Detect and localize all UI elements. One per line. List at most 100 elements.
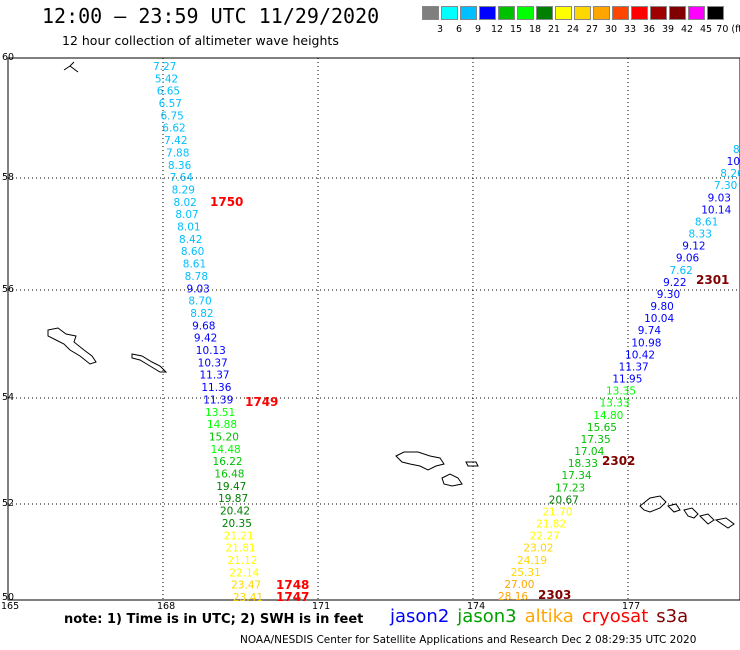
colorbar-swatch — [441, 6, 458, 20]
colorbar-tick-label: 12 — [490, 24, 504, 35]
wave-height-label: 10.0 — [727, 156, 740, 168]
colorbar-tick-label: 30 — [604, 24, 618, 35]
wave-height-label: 22.27 — [530, 531, 560, 543]
time-tag: 1748 — [276, 578, 309, 592]
island-central-1 — [395, 451, 445, 471]
island-east-4 — [699, 513, 715, 525]
wave-height-label: 5.42 — [155, 73, 178, 85]
wave-height-label: 6.62 — [162, 123, 185, 135]
wave-height-label: 17.34 — [562, 470, 592, 482]
wave-height-label: 8.60 — [181, 246, 204, 258]
island-east-1 — [639, 495, 667, 513]
wave-height-label: 8.61 — [183, 259, 206, 271]
wave-height-label: 11.39 — [203, 394, 233, 406]
wave-height-label: 24.19 — [517, 555, 547, 567]
map-frame — [7, 57, 740, 601]
mission-legend: jason2 jason3 altika cryosat s3a — [390, 606, 696, 627]
wave-height-label: 7.42 — [164, 135, 187, 147]
time-tag: 1747 — [276, 590, 309, 604]
colorbar-swatch — [574, 6, 591, 20]
lat-label-56: 56 — [2, 284, 15, 295]
wave-height-label: 11.36 — [201, 382, 231, 394]
wave-height-label: 23.41 — [233, 592, 263, 604]
wave-height-label: 10.98 — [631, 337, 661, 349]
wave-height-label: 21.82 — [536, 519, 566, 531]
wave-height-label: 13.33 — [600, 398, 630, 410]
island-small-west — [131, 353, 168, 373]
wave-height-label: 6.65 — [157, 86, 180, 98]
time-tag: 1750 — [210, 195, 243, 209]
colorbar-swatch — [688, 6, 705, 20]
wave-height-label: 17.23 — [555, 482, 585, 494]
wave-height-label: 11.37 — [200, 370, 230, 382]
wave-height-label: 19.87 — [218, 493, 248, 505]
colorbar-tick-label: 39 — [661, 24, 675, 35]
colorbar-tick-label: 36 — [642, 24, 656, 35]
island-east-2 — [667, 503, 681, 513]
colorbar-swatch — [555, 6, 572, 20]
colorbar-swatch — [536, 6, 553, 20]
wave-height-label: 9.80 — [650, 301, 673, 313]
wave-height-label: 10.13 — [196, 345, 226, 357]
wave-height-label: 15.65 — [587, 422, 617, 434]
lon-label-165: 165 — [1, 601, 20, 612]
colorbar-swatch — [631, 6, 648, 20]
wave-height-label: 9.30 — [657, 289, 680, 301]
wave-height-label: 7.27 — [153, 61, 176, 73]
coastlines — [47, 61, 735, 529]
island-east-3 — [683, 507, 699, 519]
wave-height-label: 15.20 — [209, 431, 239, 443]
map-subtitle: 12 hour collection of altimeter wave hei… — [62, 33, 339, 48]
wave-height-label: 8.42 — [179, 234, 202, 246]
wave-height-label: 23.02 — [523, 543, 553, 555]
wave-height-label: 20.42 — [220, 506, 250, 518]
lon-label-177: 177 — [622, 601, 641, 612]
colorbar-tick-label: 33 — [623, 24, 637, 35]
map-title: 12:00 – 23:59 UTC 11/29/2020 — [42, 4, 380, 28]
colorbar-tick-label: 18 — [528, 24, 542, 35]
wave-height-label: 25.31 — [511, 567, 541, 579]
mission-s3a: s3a — [656, 606, 689, 627]
wave-height-label: 7.88 — [166, 147, 189, 159]
lon-label-174: 174 — [467, 601, 486, 612]
wave-height-label: 9.42 — [194, 333, 217, 345]
colorbar-tick-label: 6 — [455, 24, 463, 35]
wave-height-label: 8.07 — [175, 209, 198, 221]
wave-height-label: 19.47 — [216, 481, 246, 493]
wave-height-label: 10.14 — [701, 204, 731, 216]
wave-height-label: 9.74 — [638, 325, 662, 337]
mission-cryosat: cryosat — [581, 606, 649, 627]
wave-height-label: 8.33 — [689, 229, 712, 241]
wave-height-label: 10.42 — [625, 349, 655, 361]
wave-height-label: 8.26 — [720, 168, 740, 180]
time-tag: 2302 — [602, 454, 635, 468]
wave-height-label: 16.22 — [213, 456, 243, 468]
wave-height-label: 13.51 — [205, 407, 235, 419]
colorbar-swatch — [612, 6, 629, 20]
mission-jason3: jason3 — [457, 606, 517, 627]
colorbar-swatch — [498, 6, 515, 20]
wave-height-label: 7.62 — [669, 265, 692, 277]
note-text: note: 1) Time is in UTC; 2) SWH is in fe… — [64, 612, 364, 627]
island-central-2 — [441, 473, 463, 487]
colorbar-swatch — [422, 6, 439, 20]
lat-label-54: 54 — [2, 392, 15, 403]
wave-height-label: 8.01 — [177, 222, 200, 234]
coast-fragment-north — [63, 61, 79, 73]
lat-label-50: 50 — [2, 592, 15, 603]
wave-height-label: 27.00 — [504, 579, 534, 591]
colorbar-swatch — [650, 6, 667, 20]
mission-altika: altika — [524, 606, 574, 627]
colorbar-tick-label: 70 (ft) — [716, 24, 740, 35]
island-central-3 — [465, 461, 479, 467]
wave-height-label: 9.03 — [708, 192, 731, 204]
colorbar-tick-label: 3 — [436, 24, 444, 35]
colorbar-tick-label: 21 — [547, 24, 561, 35]
wave-height-label: 11.37 — [619, 361, 649, 373]
wave-height-label: 21.70 — [542, 506, 572, 518]
wave-height-label: 8 — [733, 144, 740, 156]
graticule — [8, 58, 740, 600]
wave-height-label: 14.80 — [593, 410, 623, 422]
wave-height-label: 18.33 — [568, 458, 598, 470]
colorbar-swatch — [593, 6, 610, 20]
